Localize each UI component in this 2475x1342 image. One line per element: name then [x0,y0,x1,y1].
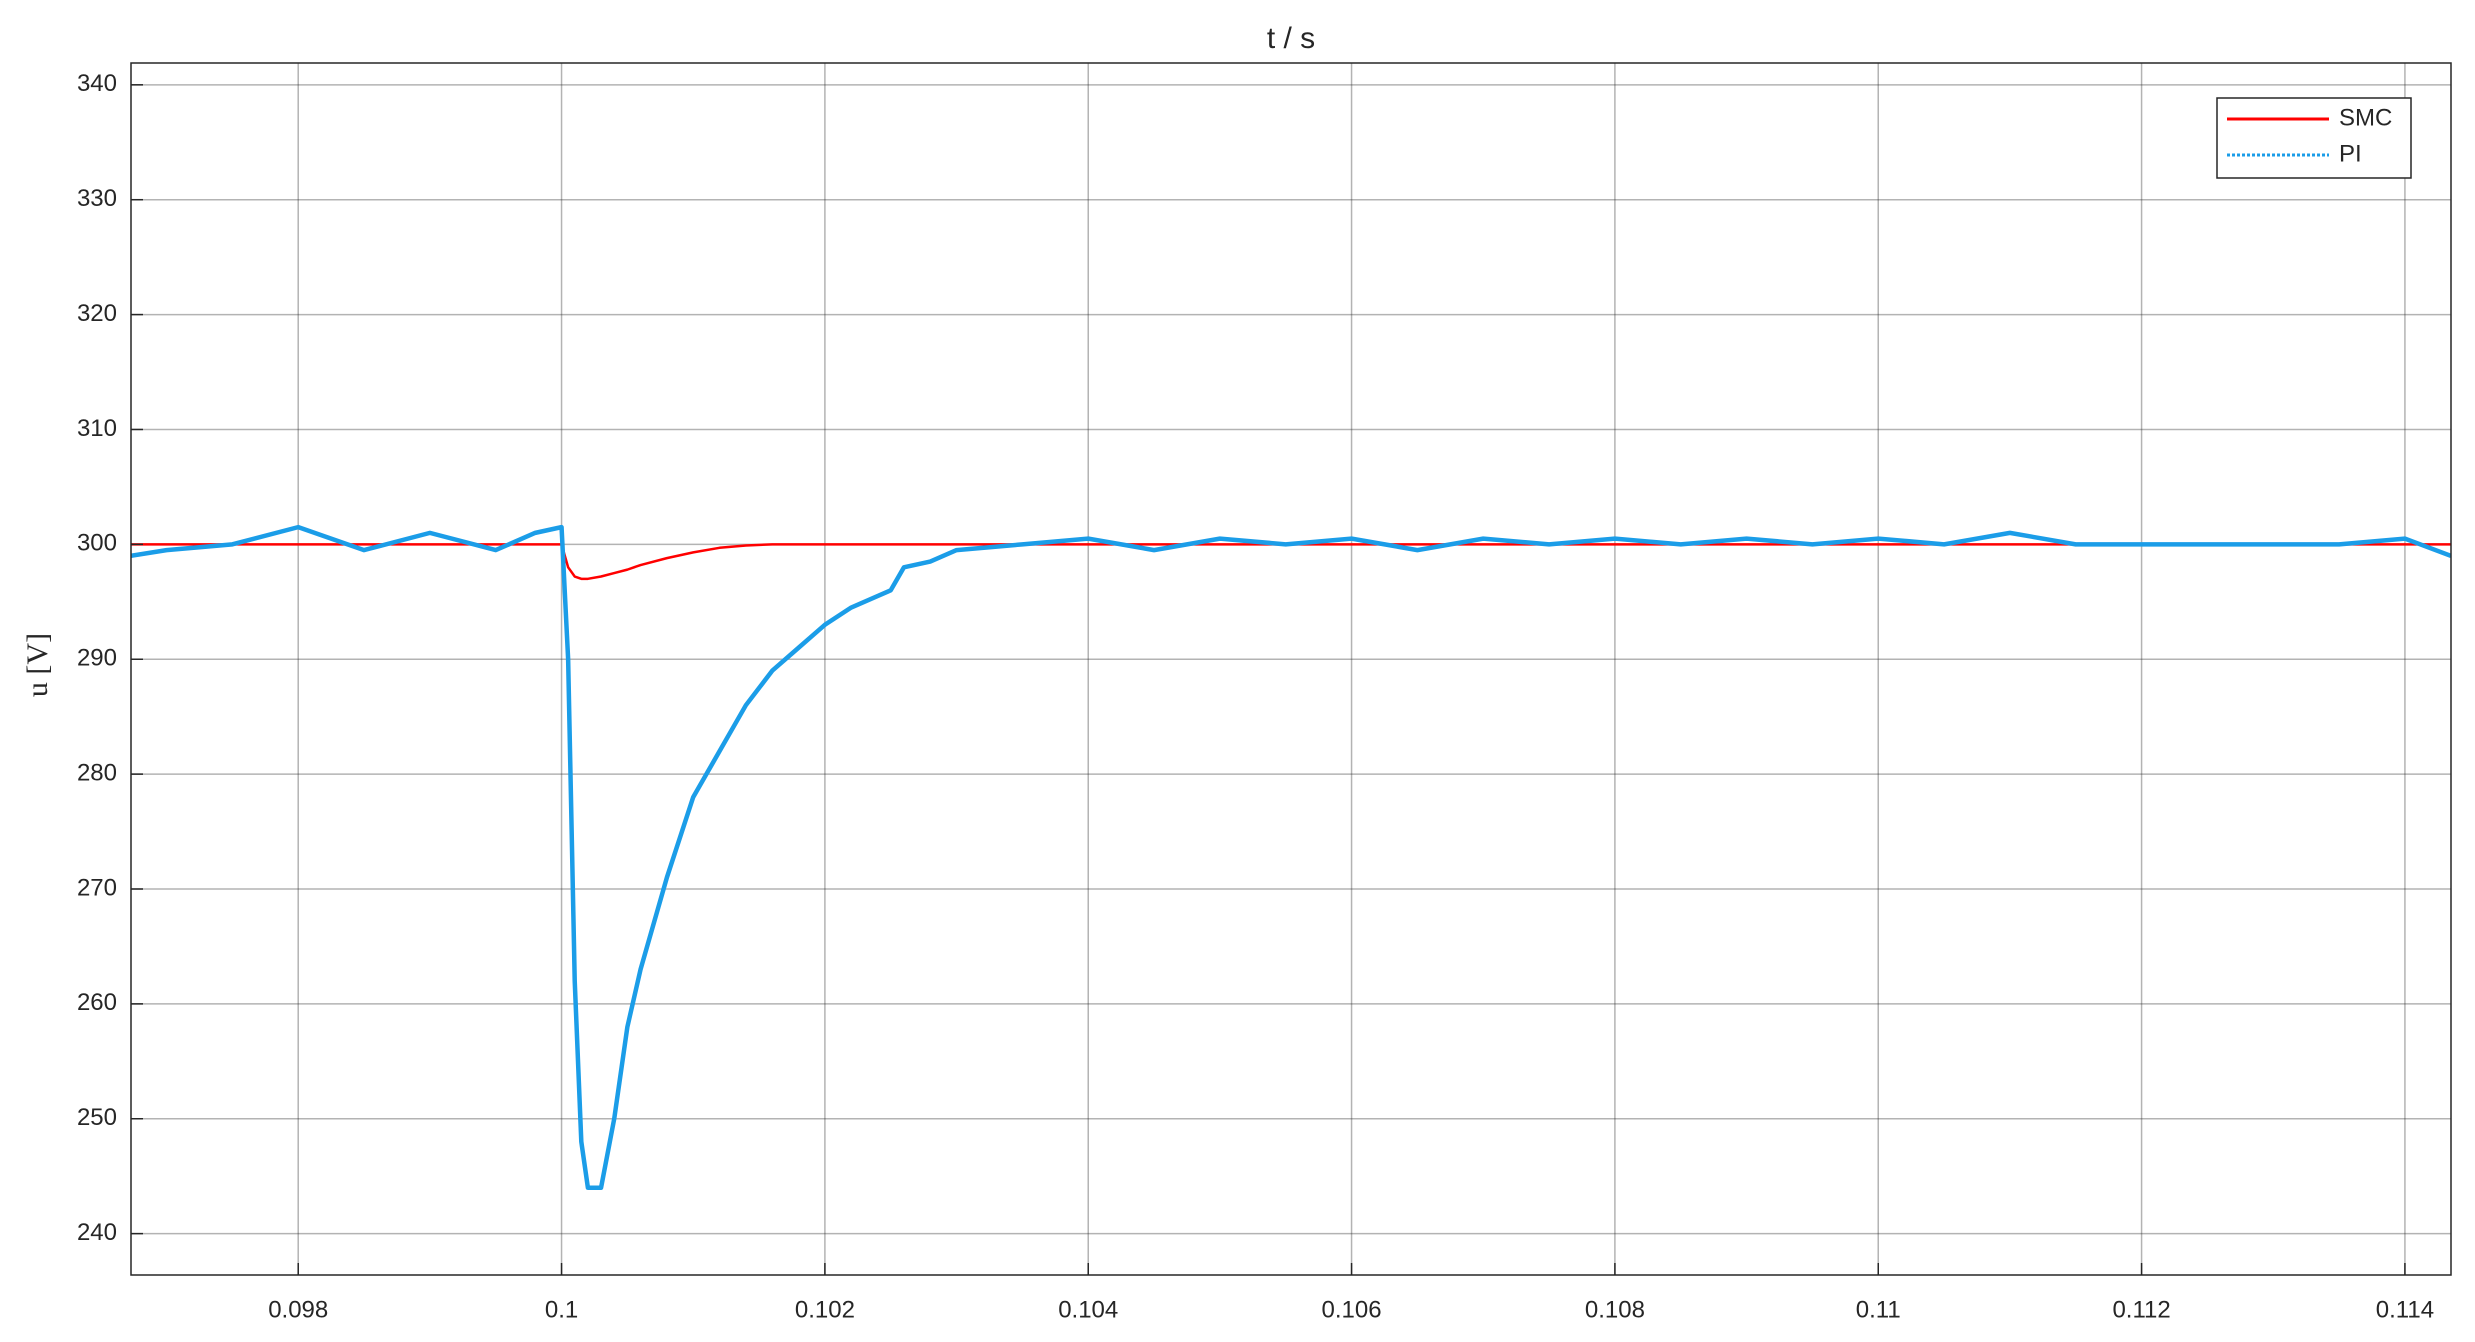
x-tick-label: 0.098 [268,1296,328,1323]
y-tick-label: 280 [77,759,117,786]
y-tick-label: 300 [77,530,117,557]
legend-label: SMC [2339,104,2392,131]
legend-box [2216,97,2412,179]
series-line [131,524,2451,1190]
legend: SMC PI [2216,97,2412,179]
y-tick-label: 250 [77,1104,117,1131]
x-tick-label: 0.114 [2376,1296,2434,1323]
y-tick-label: 320 [77,300,117,327]
y-tick-label: 240 [77,1219,117,1246]
x-tick-label: 0.1 [545,1296,578,1323]
series-line [131,543,2451,581]
y-tick-label: 330 [77,185,117,212]
y-tick-label: 340 [77,70,117,97]
y-tick-label: 260 [77,989,117,1016]
x-tick-label: 0.11 [1856,1296,1901,1323]
axes-box [130,62,2452,1276]
y-tick-label: 290 [77,645,117,672]
y-tick-label: 310 [77,415,117,442]
y-axis-label: u [V] [21,633,54,697]
y-tick-label: 270 [77,874,117,901]
chart-title: t / s [1267,22,1315,55]
x-tick-label: 0.106 [1322,1296,1382,1323]
x-tick-label: 0.108 [1585,1296,1645,1323]
x-tick-label: 0.104 [1058,1296,1118,1323]
legend-label: PI [2339,140,2362,167]
plot-area [131,63,2451,1275]
x-tick-label: 0.112 [2112,1296,2170,1323]
x-tick-label: 0.102 [795,1296,855,1323]
